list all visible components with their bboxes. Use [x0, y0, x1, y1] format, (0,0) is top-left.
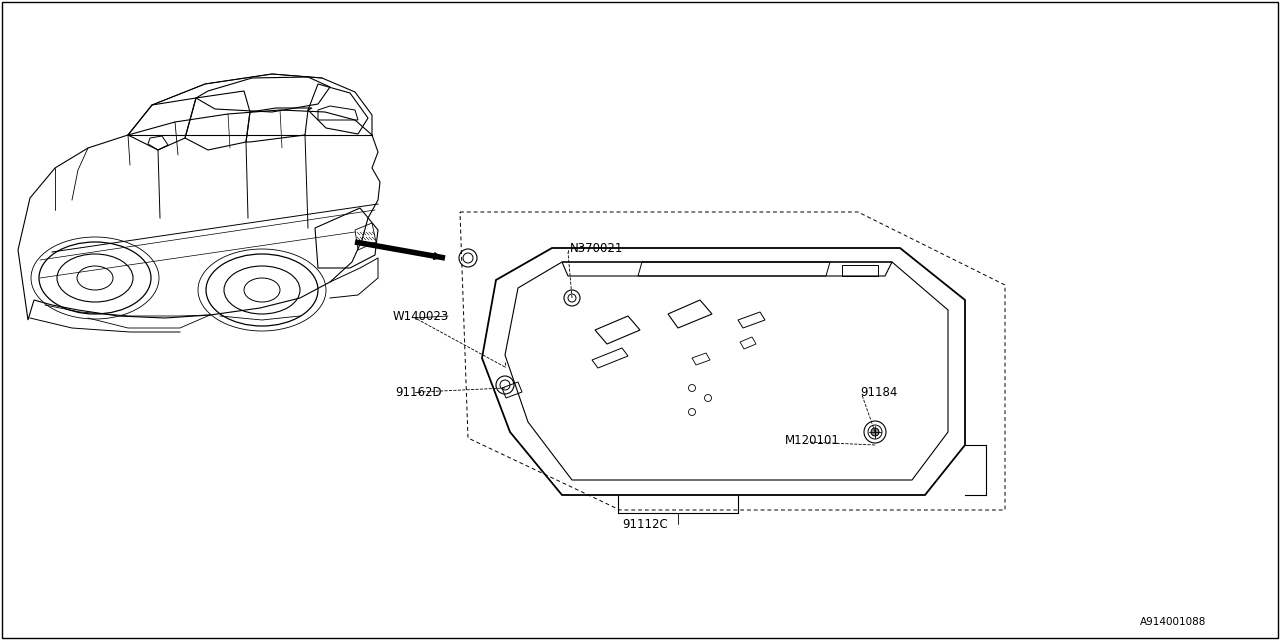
Text: A914001088: A914001088 [1140, 617, 1206, 627]
Text: 91112C: 91112C [622, 518, 668, 531]
Text: 91162D: 91162D [396, 385, 442, 399]
Text: M120101: M120101 [785, 433, 840, 447]
Text: 91184: 91184 [860, 385, 897, 399]
Circle shape [870, 428, 879, 436]
Text: W140023: W140023 [393, 310, 449, 323]
Text: N370021: N370021 [570, 241, 623, 255]
